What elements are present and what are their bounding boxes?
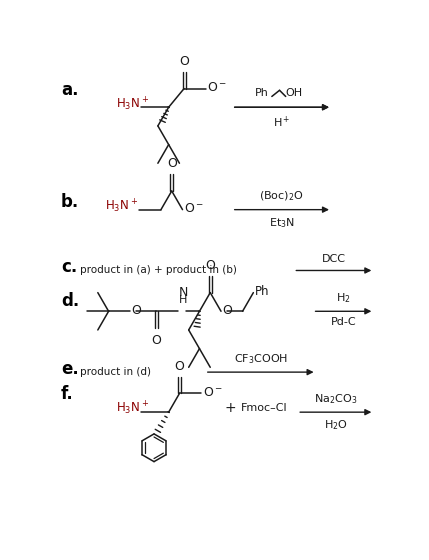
Text: e.: e. bbox=[61, 360, 79, 378]
Text: Na$_2$CO$_3$: Na$_2$CO$_3$ bbox=[314, 392, 357, 406]
Text: OH: OH bbox=[286, 88, 303, 98]
Text: $\mathregular{H_3N}^+$: $\mathregular{H_3N}^+$ bbox=[116, 95, 149, 113]
Text: product in (a) + product in (b): product in (a) + product in (b) bbox=[80, 265, 237, 276]
Text: Ph: Ph bbox=[255, 286, 269, 298]
Text: c.: c. bbox=[61, 258, 77, 277]
Text: O: O bbox=[179, 55, 189, 68]
Text: O$^-$: O$^-$ bbox=[184, 202, 204, 216]
Text: $\mathregular{H_3N}^+$: $\mathregular{H_3N}^+$ bbox=[105, 198, 138, 215]
Text: O$^-$: O$^-$ bbox=[202, 386, 223, 399]
Text: H$_2$: H$_2$ bbox=[336, 291, 351, 305]
Text: H: H bbox=[178, 295, 187, 305]
Text: O: O bbox=[167, 157, 177, 170]
Text: O: O bbox=[205, 259, 215, 272]
Text: Et$_3$N: Et$_3$N bbox=[269, 216, 295, 230]
Text: O: O bbox=[175, 360, 184, 373]
Text: product in (d): product in (d) bbox=[80, 367, 151, 377]
Text: Fmoc–Cl: Fmoc–Cl bbox=[241, 403, 288, 413]
Text: H$_2$O: H$_2$O bbox=[324, 418, 347, 432]
Text: N: N bbox=[178, 286, 188, 299]
Text: +: + bbox=[224, 402, 236, 416]
Text: b.: b. bbox=[61, 193, 79, 211]
Text: Ph: Ph bbox=[255, 88, 269, 98]
Text: CF$_3$COOH: CF$_3$COOH bbox=[234, 352, 288, 366]
Text: DCC: DCC bbox=[322, 254, 346, 264]
Text: (Boc)$_2$O: (Boc)$_2$O bbox=[260, 190, 304, 203]
Text: O: O bbox=[151, 334, 161, 347]
Text: H$^+$: H$^+$ bbox=[273, 115, 290, 130]
Text: O: O bbox=[222, 304, 232, 317]
Text: d.: d. bbox=[61, 292, 79, 310]
Text: Pd-C: Pd-C bbox=[331, 318, 356, 328]
Text: $\mathregular{H_3N}^+$: $\mathregular{H_3N}^+$ bbox=[116, 400, 149, 417]
Text: O: O bbox=[131, 304, 141, 317]
Text: f.: f. bbox=[61, 385, 74, 403]
Text: O$^-$: O$^-$ bbox=[207, 81, 227, 94]
Text: a.: a. bbox=[61, 81, 79, 99]
